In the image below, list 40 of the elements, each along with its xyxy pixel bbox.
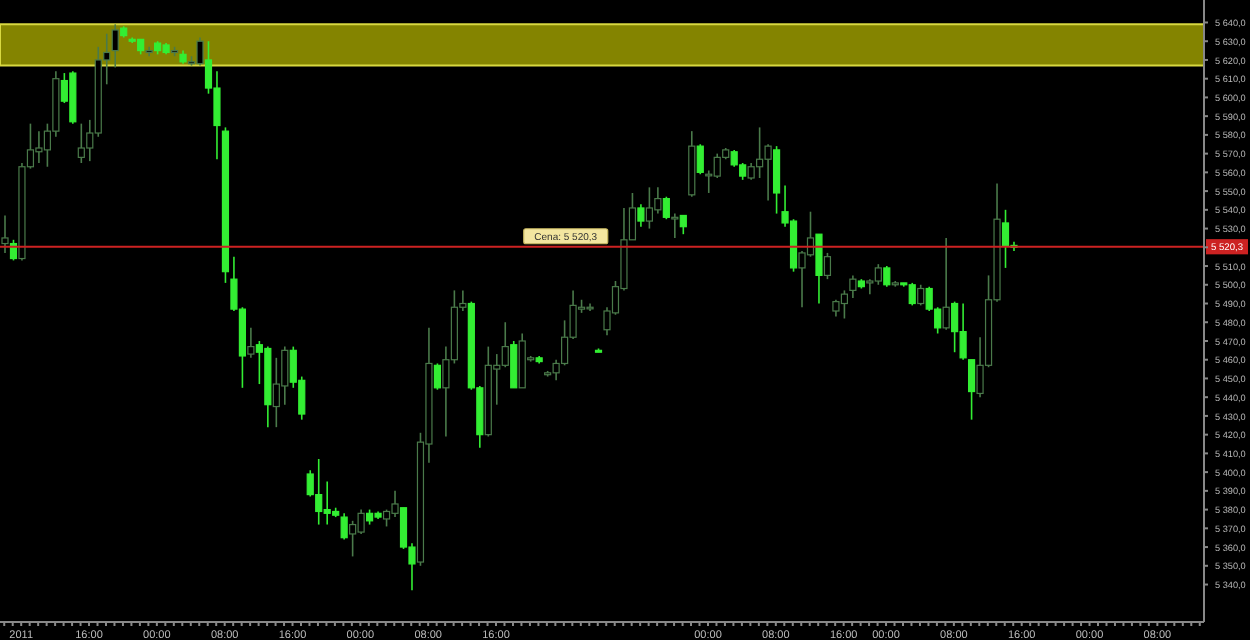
candlestick: [967, 358, 976, 421]
candlestick: [908, 282, 916, 307]
candlestick: [340, 512, 348, 541]
candlestick: [501, 321, 509, 368]
candlestick: [849, 274, 857, 299]
candlestick: [281, 345, 289, 406]
candlestick: [111, 23, 119, 69]
candlestick: [942, 237, 950, 331]
candlestick: [77, 122, 85, 164]
candlestick: [510, 340, 518, 389]
candlestick: [1001, 209, 1010, 269]
candlestick: [323, 480, 331, 526]
candlestick: [951, 300, 959, 354]
candlestick: [874, 263, 882, 286]
candlestick: [883, 265, 891, 288]
candlestick: [772, 145, 781, 215]
candlestick: [840, 289, 849, 320]
candlestick: [391, 490, 399, 518]
candlestick: [713, 152, 721, 179]
candlestick: [35, 130, 43, 164]
candlestick: [671, 212, 679, 239]
candlestick: [272, 357, 280, 428]
candlestick: [696, 143, 704, 176]
candlestick: [764, 143, 772, 202]
candlestick: [357, 508, 365, 535]
candlestick: [823, 252, 832, 280]
candlestick: [637, 203, 645, 228]
candlestick: [654, 186, 662, 215]
candlestick: [196, 36, 204, 67]
candlestick: [247, 327, 255, 359]
candlestick: [815, 233, 823, 305]
candlestick: [679, 214, 687, 235]
candlestick: [433, 362, 442, 391]
candlestick: [959, 302, 967, 361]
candlestick: [315, 458, 323, 526]
candlestick: [662, 195, 670, 220]
candlestick: [349, 520, 357, 558]
candlestick: [518, 332, 526, 389]
candlestick: [917, 283, 925, 307]
candlestick: [789, 218, 798, 273]
